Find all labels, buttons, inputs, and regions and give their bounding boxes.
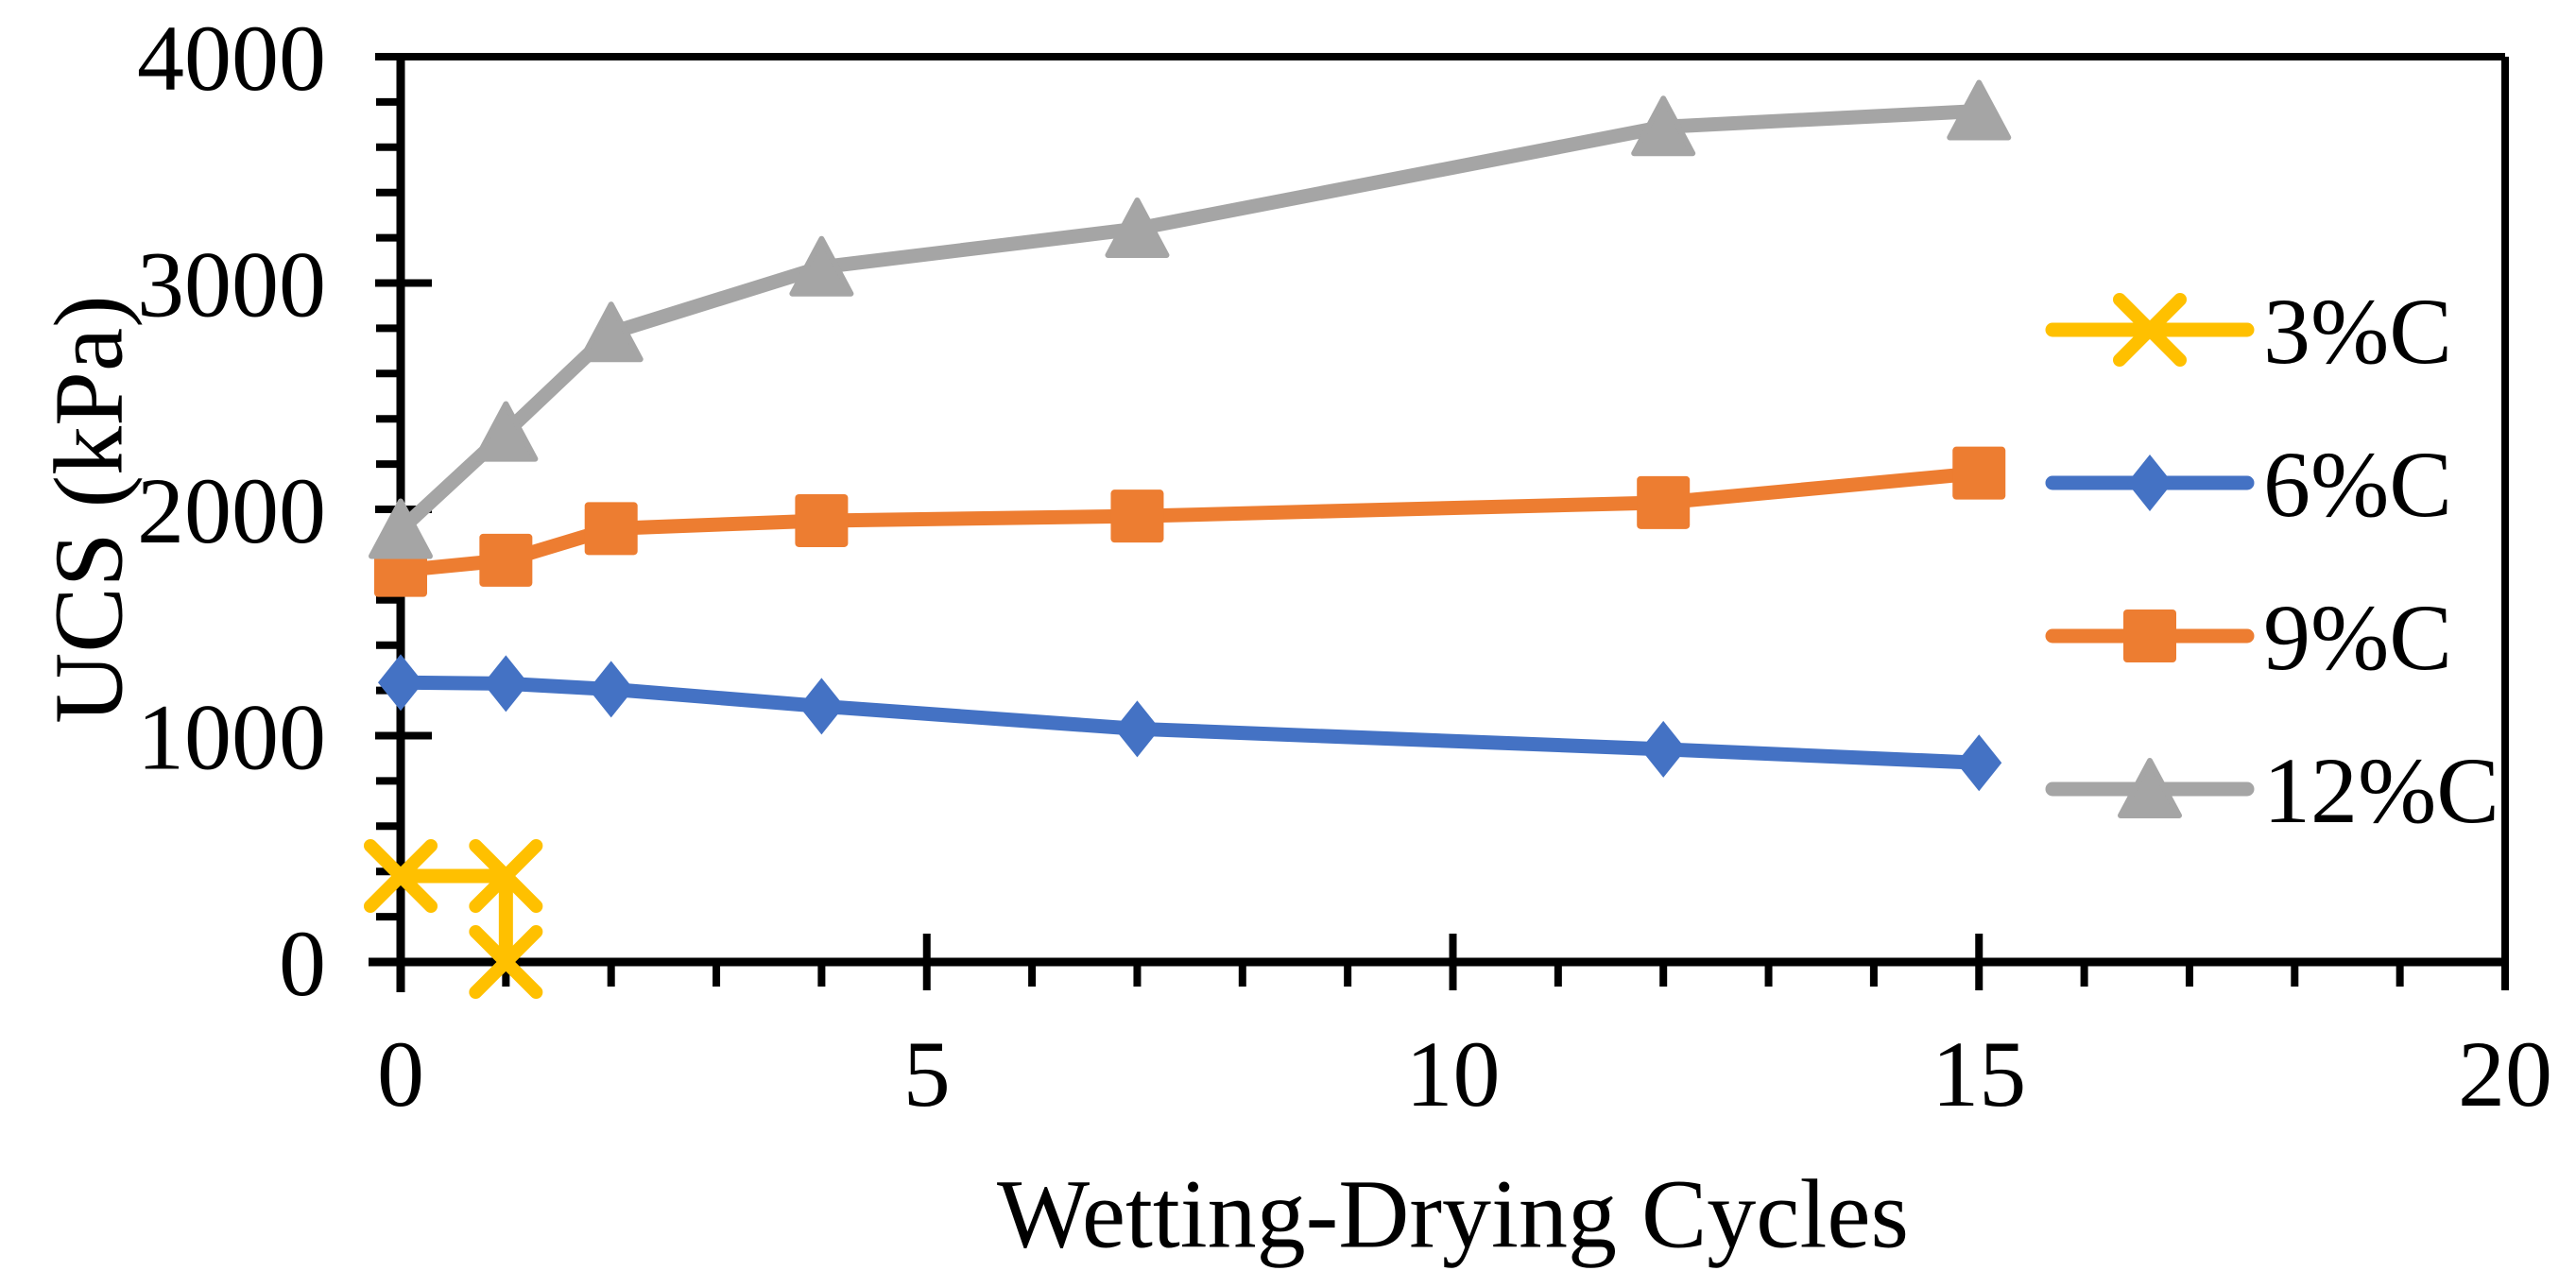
series-marker-12pcC (1947, 79, 2012, 141)
x-tick-label: 10 (1406, 1022, 1501, 1126)
y-tick-label: 2000 (137, 458, 326, 563)
series-marker-9pcC (479, 533, 533, 587)
series-marker-12pcC (369, 498, 433, 559)
series-marker-9pcC (584, 502, 638, 556)
y-tick-label: 3000 (137, 232, 326, 337)
legend-marker-3pcC (2113, 293, 2187, 367)
series-marker-3pcC (469, 925, 543, 999)
y-tick-label: 1000 (137, 685, 326, 790)
legend-label-12pcC: 12%C (2263, 738, 2499, 843)
series-line-12pcC (393, 103, 1986, 538)
series-marker-9pcC (1110, 489, 1164, 543)
legend-label-9pcC: 9%C (2263, 585, 2452, 690)
legend-marker-12pcC (2118, 758, 2182, 818)
series-marker-3pcC (364, 838, 438, 913)
x-tick-label: 0 (377, 1022, 424, 1126)
series-marker-6pcC (799, 678, 845, 735)
series-marker-6pcC (378, 654, 423, 712)
series-marker-6pcC (483, 655, 529, 713)
series-line-6pcC (393, 675, 1986, 770)
x-tick-label: 15 (1932, 1022, 2026, 1126)
legend-label-6pcC: 6%C (2263, 432, 2452, 537)
legend-label-3pcC: 3%C (2263, 279, 2452, 384)
legend-marker-9pcC (2123, 610, 2176, 662)
series-marker-12pcC (578, 301, 644, 363)
series-marker-12pcC (1105, 197, 1170, 259)
y-tick-label: 4000 (137, 6, 326, 111)
series-marker-12pcC (789, 235, 854, 297)
series-marker-3pcC (469, 838, 543, 913)
series-marker-6pcC (1640, 720, 1687, 778)
x-axis-title: Wetting-Drying Cycles (997, 1159, 1909, 1268)
series-marker-6pcC (1956, 734, 2002, 792)
series-marker-6pcC (1114, 700, 1160, 758)
x-tick-label: 20 (2458, 1022, 2552, 1126)
series-marker-12pcC (473, 401, 539, 462)
legend-marker-6pcC (2127, 455, 2172, 511)
x-tick-label: 5 (903, 1022, 951, 1126)
series-marker-9pcC (795, 493, 849, 547)
y-tick-label: 0 (279, 911, 326, 1016)
series-marker-9pcC (1637, 475, 1691, 529)
series-marker-9pcC (1952, 446, 2006, 500)
series-marker-6pcC (588, 661, 634, 718)
y-axis-title: UCS (kPa) (34, 295, 143, 724)
series-marker-12pcC (1631, 95, 1696, 157)
